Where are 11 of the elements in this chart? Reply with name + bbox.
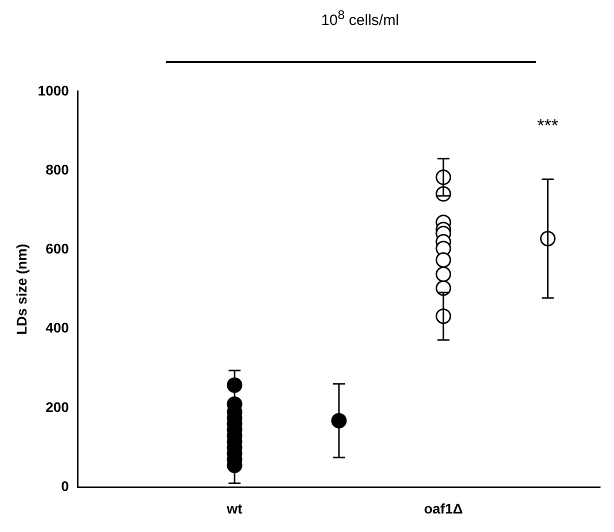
annotation: *** [537, 115, 558, 136]
chart-title: 10$^{8}$ cells/ml [320, 8, 400, 29]
y-tick-label: 200 [46, 398, 70, 415]
y-tick-label: 600 [46, 240, 70, 257]
y-tick-label: 0 [61, 478, 70, 494]
x-tick-label: oaf1Δ [424, 500, 463, 516]
y-tick-label: 1000 [38, 82, 70, 98]
y-tick-label: 400 [46, 320, 70, 336]
x-tick-label: wt [226, 500, 243, 516]
y-tick-label: 800 [46, 161, 70, 178]
y-axis-title: LDs size (nm) [13, 244, 30, 335]
